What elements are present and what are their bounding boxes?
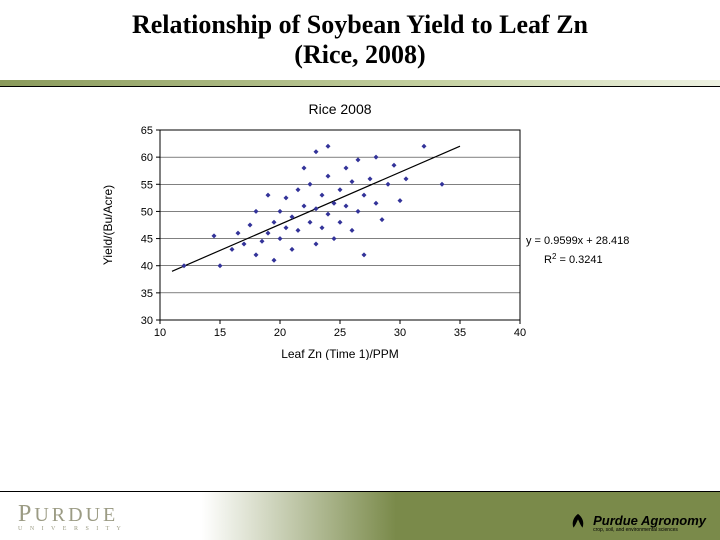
- svg-text:30: 30: [141, 315, 153, 327]
- svg-text:50: 50: [141, 206, 153, 218]
- purdue-rest: URDUE: [34, 504, 118, 526]
- title-line-2: (Rice, 2008): [294, 40, 425, 69]
- purdue-p: P: [18, 501, 34, 527]
- scatter-chart: Rice 2008 30 35 40 45 50 55 60 65 10 15 20 25 30 35 40 L…: [90, 100, 650, 360]
- chart-svg: Rice 2008 30 35 40 45 50 55 60 65 10 15 20 25 30 35 40 L…: [90, 100, 650, 360]
- svg-text:55: 55: [141, 179, 153, 191]
- svg-text:65: 65: [141, 125, 153, 137]
- svg-text:35: 35: [141, 288, 153, 300]
- footer-bar: PURDUE U N I V E R S I T Y Purdue Agrono…: [0, 491, 720, 540]
- title-line-1: Relationship of Soybean Yield to Leaf Zn: [132, 10, 588, 39]
- slide-title: Relationship of Soybean Yield to Leaf Zn…: [0, 10, 720, 70]
- footer-brand-left: PURDUE U N I V E R S I T Y: [18, 501, 124, 532]
- agronomy-text: Purdue Agronomy crop, soil, and environm…: [593, 514, 706, 533]
- svg-text:35: 35: [454, 327, 466, 339]
- footer-brand-right: Purdue Agronomy crop, soil, and environm…: [567, 512, 706, 534]
- svg-text:Yield/(Bu/Acre): Yield/(Bu/Acre): [101, 185, 115, 265]
- leaf-icon: [567, 512, 589, 534]
- svg-text:20: 20: [274, 327, 286, 339]
- svg-text:60: 60: [141, 152, 153, 164]
- svg-text:Rice 2008: Rice 2008: [308, 101, 371, 117]
- svg-text:30: 30: [394, 327, 406, 339]
- svg-text:Leaf Zn (Time 1)/PPM: Leaf Zn (Time 1)/PPM: [281, 347, 399, 360]
- svg-text:10: 10: [154, 327, 166, 339]
- svg-text:45: 45: [141, 234, 153, 246]
- purdue-logo-text: PURDUE: [18, 501, 124, 528]
- svg-text:R2 = 0.3241: R2 = 0.3241: [544, 252, 603, 267]
- svg-text:40: 40: [514, 327, 526, 339]
- purdue-sub: U N I V E R S I T Y: [18, 526, 124, 532]
- agronomy-sub: crop, soil, and environmental sciences: [593, 528, 706, 533]
- accent-line: [0, 86, 720, 87]
- svg-text:40: 40: [141, 261, 153, 273]
- svg-text:25: 25: [334, 327, 346, 339]
- slide: Relationship of Soybean Yield to Leaf Zn…: [0, 0, 720, 540]
- agronomy-title: Purdue Agronomy: [593, 514, 706, 527]
- svg-text:15: 15: [214, 327, 226, 339]
- svg-text:y = 0.9599x + 28.418: y = 0.9599x + 28.418: [526, 235, 629, 247]
